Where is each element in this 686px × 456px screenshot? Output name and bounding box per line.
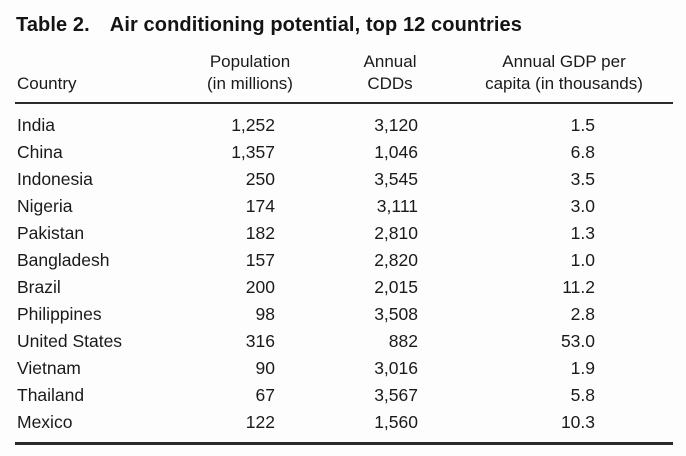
- table-row: India 1,252 3,120 1.5: [15, 103, 673, 139]
- country-cell: Pakistan: [17, 223, 85, 243]
- population-cell: 122: [175, 408, 325, 445]
- table-row: Mexico 122 1,560 10.3: [15, 408, 673, 445]
- population-cell: 67: [255, 385, 275, 405]
- column-header-cdds-line1: Annual: [363, 52, 417, 71]
- country-cell: Indonesia: [17, 169, 93, 189]
- gdp-cell: 10.3: [455, 408, 673, 445]
- country-cell: Vietnam: [17, 358, 81, 378]
- country-cell: Bangladesh: [17, 250, 110, 270]
- country-cell: Thailand: [17, 385, 85, 405]
- table-caption: Table 2. Air conditioning potential, top …: [16, 14, 686, 37]
- column-header-cdds-line2: CDDs: [367, 74, 413, 93]
- column-header-gdp: Annual GDP per capita (in thousands): [455, 51, 673, 104]
- table-header: Country Population (in millions) Annual …: [15, 51, 673, 104]
- population-cell: 157: [245, 250, 275, 270]
- country-cell: Mexico: [15, 408, 175, 445]
- cdds-cell: 1,560: [325, 408, 455, 445]
- gdp-cell: 1.5: [570, 115, 595, 135]
- cdds-cell: 2,015: [374, 277, 418, 297]
- population-cell: 250: [245, 169, 275, 189]
- table-row: Philippines 98 3,508 2.8: [15, 301, 673, 328]
- table-body: India 1,252 3,120 1.5 China 1,357 1,046 …: [15, 103, 673, 445]
- table-row: Pakistan 182 2,810 1.3: [15, 220, 673, 247]
- table-row: Bangladesh 157 2,820 1.0: [15, 247, 673, 274]
- gdp-cell: 1.0: [570, 250, 595, 270]
- country-cell: Brazil: [17, 277, 61, 297]
- gdp-cell: 53.0: [560, 331, 595, 351]
- cdds-cell: 3,567: [374, 385, 418, 405]
- gdp-cell: 3.5: [570, 169, 595, 189]
- table-row: Brazil 200 2,015 11.2: [15, 274, 673, 301]
- country-cell: United States: [17, 331, 123, 351]
- population-cell: 1,252: [231, 115, 275, 135]
- country-cell: Nigeria: [17, 196, 73, 216]
- population-cell: 90: [255, 358, 275, 378]
- table-row: Indonesia 250 3,545 3.5: [15, 166, 673, 193]
- gdp-cell: 5.8: [570, 385, 595, 405]
- population-cell: 1,357: [231, 142, 275, 162]
- column-header-gdp-line2: capita (in thousands): [485, 74, 643, 93]
- table-row: United States 316 882 53.0: [15, 328, 673, 355]
- gdp-cell: 3.0: [570, 196, 595, 216]
- cdds-cell: 2,810: [374, 223, 418, 243]
- country-cell: Philippines: [17, 304, 102, 324]
- data-table: Country Population (in millions) Annual …: [15, 51, 673, 445]
- column-header-population-line2: (in millions): [207, 74, 293, 93]
- cdds-cell: 3,120: [374, 115, 418, 135]
- column-header-country: Country: [15, 51, 175, 104]
- population-cell: 182: [245, 223, 275, 243]
- population-cell: 316: [245, 331, 275, 351]
- table-title: Air conditioning potential, top 12 count…: [109, 14, 522, 36]
- column-header-population-line1: Population: [209, 52, 291, 71]
- cdds-cell: 1,046: [374, 142, 418, 162]
- gdp-cell: 2.8: [570, 304, 595, 324]
- cdds-cell: 2,820: [374, 250, 418, 270]
- column-header-cdds: Annual CDDs: [325, 51, 455, 104]
- table-row: Vietnam 90 3,016 1.9: [15, 355, 673, 382]
- table-number-label: Table 2.: [16, 14, 90, 36]
- population-cell: 200: [245, 277, 275, 297]
- country-cell: India: [17, 115, 55, 135]
- cdds-cell: 3,111: [376, 196, 418, 216]
- cdds-cell: 3,508: [374, 304, 418, 324]
- country-cell: China: [17, 142, 63, 162]
- table-row: China 1,357 1,046 6.8: [15, 139, 673, 166]
- gdp-cell: 6.8: [570, 142, 595, 162]
- column-header-gdp-line1: Annual GDP per: [502, 52, 626, 71]
- cdds-cell: 3,016: [374, 358, 418, 378]
- population-cell: 98: [255, 304, 275, 324]
- population-cell: 174: [245, 196, 275, 216]
- table-row: Nigeria 174 3,111 3.0: [15, 193, 673, 220]
- gdp-cell: 11.2: [562, 277, 595, 297]
- gdp-cell: 1.3: [570, 223, 595, 243]
- column-header-country-label: Country: [17, 74, 77, 93]
- cdds-cell: 3,545: [374, 169, 418, 189]
- header-row: Country Population (in millions) Annual …: [15, 51, 673, 104]
- cdds-cell: 882: [388, 331, 418, 351]
- table-row: Thailand 67 3,567 5.8: [15, 382, 673, 409]
- column-header-population: Population (in millions): [175, 51, 325, 104]
- gdp-cell: 1.9: [570, 358, 595, 378]
